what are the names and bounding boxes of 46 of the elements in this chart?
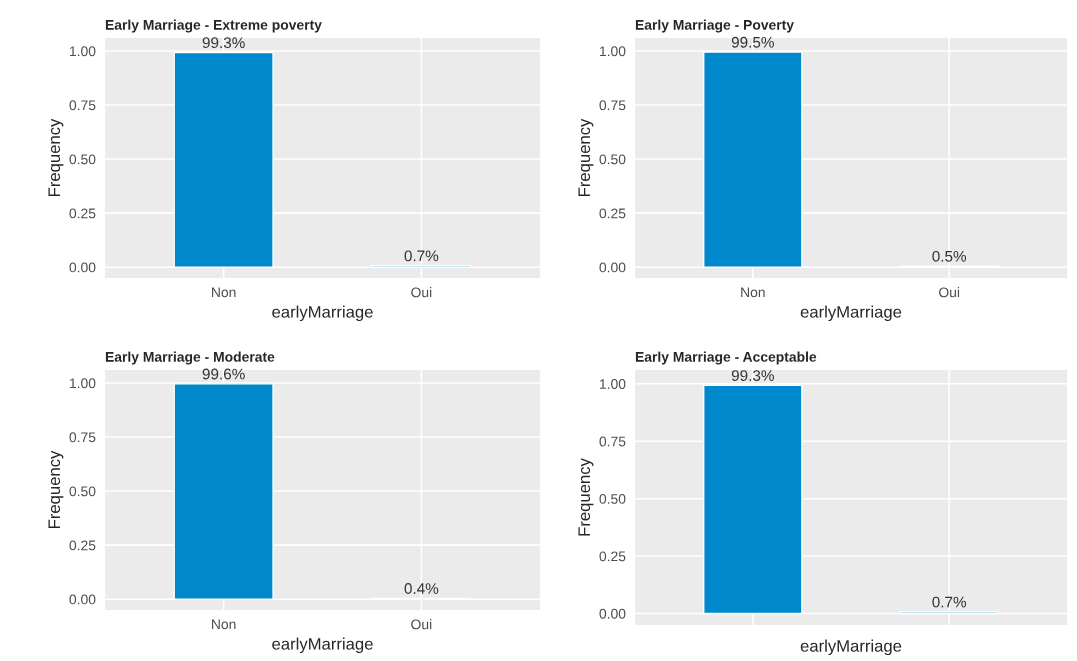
- x-tick-label: Oui: [411, 619, 432, 630]
- x-tick-label: Oui: [411, 287, 432, 298]
- data-label: 0.5%: [932, 250, 967, 262]
- data-label: 99.3%: [202, 37, 245, 49]
- y-axis-title: Frequency: [48, 450, 64, 528]
- y-tick-label: 0.00: [69, 594, 96, 605]
- y-axis-title: Frequency: [578, 118, 594, 196]
- y-tick-label: 0.75: [69, 432, 96, 443]
- data-label: 0.7%: [932, 596, 967, 608]
- y-axis-title: Frequency: [578, 458, 594, 536]
- y-tick-label: 1.00: [70, 46, 96, 57]
- y-tick-label: 0.25: [599, 208, 626, 219]
- y-tick-label: 0.00: [599, 262, 626, 273]
- y-axis-title: Frequency: [48, 118, 64, 196]
- y-tick-label: 0.75: [599, 436, 626, 447]
- y-tick-label: 0.75: [599, 100, 626, 111]
- y-tick-label: 0.25: [69, 540, 96, 551]
- y-tick-label: 0.50: [69, 154, 96, 165]
- y-tick-label: 0.25: [69, 208, 96, 219]
- y-tick-label: 0.00: [69, 262, 96, 273]
- x-tick-label: Non: [212, 619, 236, 630]
- data-label: 99.3%: [731, 370, 774, 381]
- data-label: 0.4%: [404, 583, 439, 594]
- x-axis-title: earlyMarriage: [800, 305, 902, 322]
- y-tick-label: 1.00: [600, 46, 626, 57]
- data-label: 0.7%: [404, 250, 439, 262]
- chart-title: Early Marriage - Acceptable: [635, 351, 817, 365]
- y-tick-label: 0.25: [599, 551, 626, 562]
- data-label: 99.6%: [202, 368, 245, 380]
- x-axis-title: earlyMarriage: [272, 305, 373, 322]
- y-tick-label: 0.50: [599, 154, 626, 165]
- y-tick-label: 0.50: [599, 493, 626, 504]
- x-axis-title: earlyMarriage: [800, 639, 902, 656]
- x-axis-title: earlyMarriage: [272, 637, 373, 654]
- y-tick-label: 0.75: [69, 100, 96, 111]
- y-tick-label: 0.00: [599, 608, 626, 619]
- y-tick-label: 1.00: [600, 379, 626, 389]
- chart-title: Early Marriage - Moderate: [105, 351, 275, 365]
- chart-title: Early Marriage - Poverty: [635, 19, 794, 33]
- y-tick-label: 1.00: [70, 378, 96, 389]
- y-tick-label: 0.50: [69, 486, 96, 497]
- x-tick-label: Non: [212, 287, 236, 298]
- x-tick-label: Non: [741, 287, 765, 298]
- chart-title: Early Marriage - Extreme poverty: [105, 19, 322, 33]
- x-tick-label: Oui: [939, 287, 960, 298]
- data-label: 99.5%: [731, 36, 774, 48]
